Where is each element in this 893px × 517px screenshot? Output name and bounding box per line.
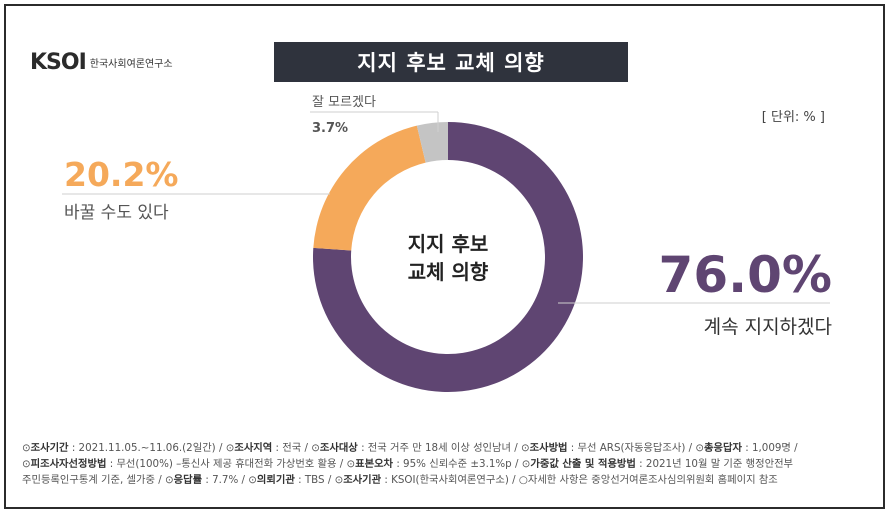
logo-subtitle: 한국사회여론연구소 bbox=[89, 59, 173, 70]
footer-row: ⊙조사기간 : 2021.11.05.~11.06.(2일간) / ⊙조사지역 … bbox=[22, 442, 798, 454]
center-label-1: 교체 의향 bbox=[408, 260, 489, 284]
footer-row: 주민등록인구통계 기준, 셀가중 / ⊙응답률 : 7.7% / ⊙의뢰기관 :… bbox=[22, 474, 778, 486]
footer-item: 주민등록인구통계 기준, 셀가중 bbox=[22, 474, 155, 486]
survey-footer: ⊙조사기간 : 2021.11.05.~11.06.(2일간) / ⊙조사지역 … bbox=[22, 440, 872, 488]
logo-mark: KSOI bbox=[30, 50, 87, 75]
footer-item: ⊙조사기간 : 2021.11.05.~11.06.(2일간) bbox=[22, 442, 216, 454]
value-label-0: 76.0% bbox=[659, 246, 832, 304]
footer-item: ⊙표본오차 : 95% 신뢰수준 ±3.1%p bbox=[346, 458, 512, 470]
footer-item: ⊙총응답자 : 1,009명 bbox=[695, 442, 791, 454]
slice-2 bbox=[416, 122, 448, 163]
category-label-0: 계속 지지하겠다 bbox=[704, 316, 832, 338]
category-label-2: 잘 모르겠다 bbox=[312, 95, 376, 110]
footer-item: ⊙가중값 산출 및 적용방법 : 2021년 10월 말 기준 행정안전부 bbox=[521, 458, 794, 470]
footer-row: ⊙피조사자선정방법 : 무선(100%) –통신사 제공 휴대전화 가상번호 활… bbox=[22, 458, 794, 470]
footer-item: ⊙조사기관 : KSOI(한국사회여론연구소) bbox=[334, 474, 509, 486]
footer-item: ⊙조사방법 : 무선 ARS(자동응답조사) bbox=[520, 442, 686, 454]
footer-item: ⊙조사대상 : 전국 거주 만 18세 이상 성인남녀 bbox=[311, 442, 511, 454]
footer-item: ⊙의뢰기관 : TBS bbox=[248, 474, 325, 486]
footer-item: ⊙피조사자선정방법 : 무선(100%) –통신사 제공 휴대전화 가상번호 활… bbox=[22, 458, 337, 470]
poll-card: KSOI 한국사회여론연구소 지지 후보 교체 의향 [ 단위: % ] bbox=[4, 4, 885, 509]
logo: KSOI 한국사회여론연구소 bbox=[30, 50, 173, 75]
footer-item: ⊙조사지역 : 전국 bbox=[225, 442, 302, 454]
unit-label: [ 단위: % ] bbox=[761, 110, 825, 125]
value-label-1: 20.2% bbox=[64, 155, 179, 194]
value-label-2: 3.7% bbox=[312, 121, 348, 136]
center-label-0: 지지 후보 bbox=[408, 232, 489, 256]
footer-item: ○자세한 사항은 중앙선거여론조사심의위원회 홈페이지 참조 bbox=[518, 474, 778, 486]
footer-item: ⊙응답률 : 7.7% bbox=[165, 474, 239, 486]
slice-1 bbox=[313, 125, 426, 251]
category-label-1: 바꿀 수도 있다 bbox=[64, 203, 169, 223]
chart-title: 지지 후보 교체 의향 bbox=[274, 42, 628, 82]
